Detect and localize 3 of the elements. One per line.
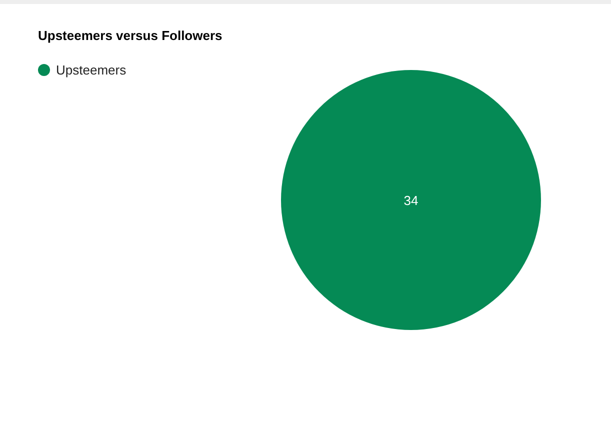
legend-label: Upsteemers	[56, 62, 127, 78]
data-label: 34	[404, 193, 418, 208]
chart-title: Upsteemers versus Followers	[38, 28, 222, 43]
